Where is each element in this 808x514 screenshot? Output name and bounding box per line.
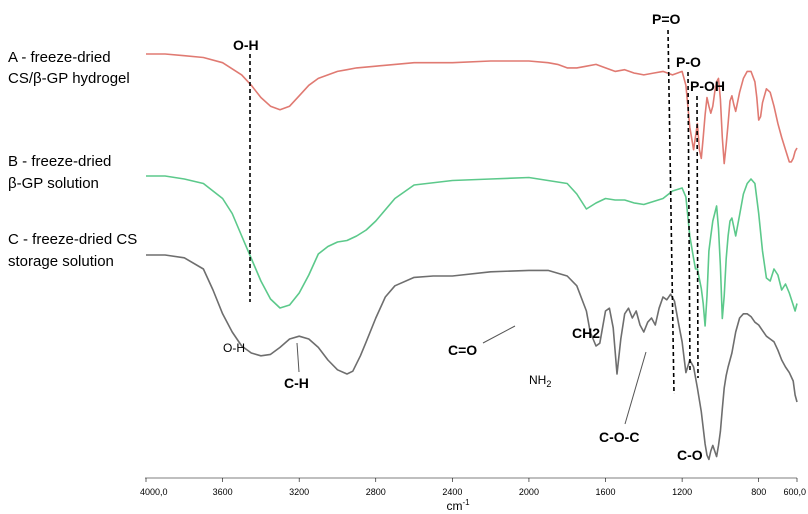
x-tick-label: 3200	[289, 487, 309, 497]
x-axis-title-sup: -1	[462, 498, 470, 507]
poh-dashed-marker	[696, 95, 699, 379]
annotation-oh-top: O-H	[233, 37, 259, 53]
x-tick-label: 3600	[213, 487, 233, 497]
annotation-ch: C-H	[284, 375, 309, 391]
series-b-label-line-2: β-GP solution	[8, 175, 99, 192]
nh2-base: NH	[529, 373, 546, 387]
annotation-ch2: CH2	[572, 325, 600, 341]
series-a-label-line-1: A - freeze-dried	[8, 49, 111, 66]
spectra-layer	[146, 53, 798, 461]
po-double-dashed-marker	[667, 29, 675, 395]
nh2-subscript: 2	[546, 379, 551, 389]
series-label-b: B - freeze-dried β-GP solution	[8, 153, 111, 192]
annotation-co: C-O	[677, 447, 703, 463]
annotation-co-double: C=O	[448, 342, 477, 358]
series-c-label-line-1: C - freeze-dried CS	[8, 231, 137, 248]
annotation-po-double: P=O	[652, 11, 681, 27]
annotation-nh2: NH2	[529, 373, 551, 389]
annotation-poh: P-OH	[690, 78, 725, 94]
x-tick-label: 600,0	[783, 487, 806, 497]
x-axis-title: cm-1	[446, 498, 470, 513]
series-c-label-line-2: storage solution	[8, 253, 114, 270]
annotation-po: P-O	[676, 54, 701, 70]
x-tick-label: 2800	[366, 487, 386, 497]
x-tick-label: 2400	[442, 487, 462, 497]
series-line-a	[146, 53, 798, 165]
x-tick-label: 1200	[672, 487, 692, 497]
x-axis-title-base: cm	[446, 499, 462, 513]
coc-leader-line	[624, 351, 647, 425]
annotation-oh-bottom: O-H	[223, 341, 245, 355]
x-tick-label: 1600	[596, 487, 616, 497]
x-tick-label: 800	[751, 487, 766, 497]
annotation-coc: C-O-C	[599, 429, 639, 445]
x-tick-label: 2000	[519, 487, 539, 497]
series-label-c: C - freeze-dried CS storage solution	[8, 231, 137, 270]
x-tick-label: 4000,0	[140, 487, 168, 497]
series-a-label-line-2: CS/β-GP hydrogel	[8, 70, 130, 87]
series-label-a: A - freeze-dried CS/β-GP hydrogel	[8, 49, 130, 87]
series-line-c	[146, 254, 798, 461]
series-b-label-line-1: B - freeze-dried	[8, 153, 111, 170]
x-axis-ticks: 4000,0 3600 3200 2800 2400 2000 1600 1200 800 600…	[140, 478, 806, 497]
ch-leader-line	[296, 342, 300, 373]
po-dashed-marker	[687, 71, 691, 373]
co-double-leader-line	[482, 325, 516, 344]
series-line-b	[146, 175, 798, 327]
